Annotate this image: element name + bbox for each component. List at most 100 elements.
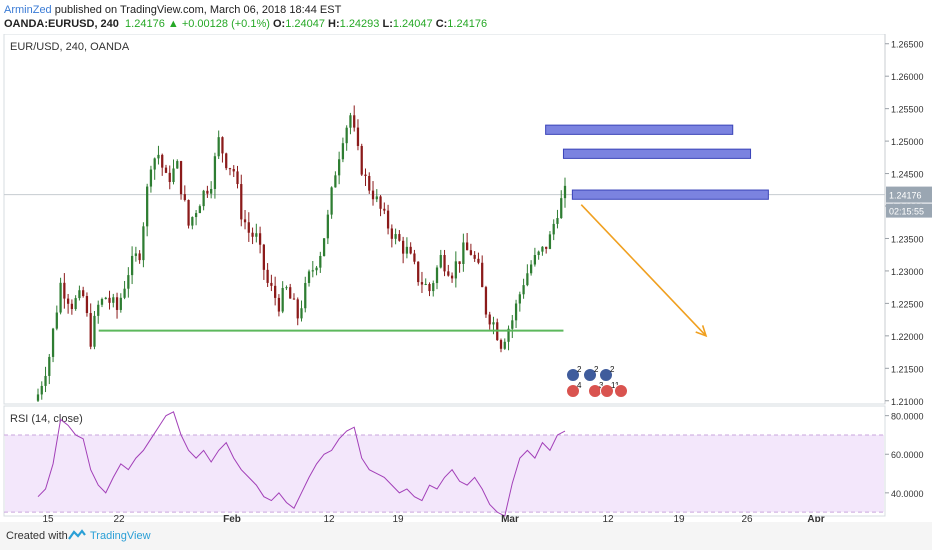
candle-body (123, 288, 126, 298)
event-flag-icon (614, 384, 628, 398)
price-tick-label: 1.22500 (891, 299, 924, 309)
candle-body (198, 206, 201, 214)
time-tick-label: Apr (807, 514, 824, 522)
candle-body (108, 297, 111, 303)
high-label: H: (328, 18, 340, 30)
candle-body (97, 304, 100, 316)
candle-body (89, 313, 92, 347)
event-flag-icon (583, 368, 597, 382)
price-tick-label: 1.24500 (891, 170, 924, 180)
event-flag-icon (599, 368, 613, 382)
candle-body (477, 258, 480, 263)
candle-body (134, 253, 138, 256)
candle-body (394, 234, 397, 239)
candle-body (104, 297, 107, 299)
high-value: 1.24293 (339, 18, 380, 30)
candle-body (292, 298, 296, 300)
candle-body (386, 210, 390, 229)
candle-body (330, 187, 333, 215)
event-flag-icon (600, 384, 614, 398)
candle-body (349, 115, 352, 128)
candle-body (194, 213, 198, 218)
footer-bar: Created with TradingView (0, 522, 932, 550)
candle-body (146, 186, 149, 227)
candle-body (345, 127, 348, 144)
created-with-label: Created with (6, 530, 68, 542)
candle-body (443, 255, 446, 272)
countdown-badge (886, 203, 932, 218)
candle-body (172, 168, 175, 183)
event-count-label: 2 (610, 365, 615, 374)
chart-title: EUR/USD, 240, OANDA (10, 41, 130, 53)
close-value: 1.24176 (447, 18, 488, 30)
candle-body (503, 341, 506, 349)
forecast-arrow-shaft (580, 204, 707, 337)
candle-body (492, 322, 495, 325)
candle-body (556, 218, 559, 224)
candle-body (552, 223, 555, 235)
event-badges[interactable]: 2 2 2 4 3 11 (566, 365, 628, 398)
candle-body (533, 255, 537, 265)
candle-body (153, 158, 156, 170)
candle-body (465, 242, 469, 251)
forecast-arrow-head (695, 325, 708, 338)
event-flag-icon (566, 368, 580, 382)
candle-body (59, 282, 62, 313)
candle-body (270, 282, 273, 286)
candle-body (304, 282, 307, 309)
candle-body (447, 271, 450, 276)
candle-body (454, 261, 457, 279)
publish-line: ArminZed published on TradingView.com, M… (4, 4, 341, 16)
candle-body (334, 175, 337, 188)
event-count-label: 3 (599, 381, 604, 390)
price-tick-label: 1.25500 (891, 105, 924, 115)
price-axis[interactable]: 1.265001.260001.255001.250001.245001.240… (884, 34, 932, 407)
drawing-annotations[interactable] (98, 124, 769, 338)
candle-body (112, 297, 115, 303)
rsi-axis[interactable]: 80.0000 60.0000 40.0000 (885, 412, 924, 499)
price-pane[interactable] (3, 34, 886, 405)
candle-body (383, 208, 386, 211)
candle-body (149, 169, 153, 187)
candle-body (371, 190, 375, 200)
candle-body (409, 246, 412, 254)
candle-body (364, 174, 367, 176)
candle-body (526, 273, 529, 286)
time-axis[interactable]: 15 22 Feb 12 19 Mar 12 19 26 Apr (42, 514, 824, 522)
candle-body (236, 171, 239, 185)
candle-body (462, 242, 465, 264)
candle-body (232, 169, 235, 172)
candle-body (74, 298, 77, 310)
candle-body (285, 287, 288, 289)
candle-body (93, 315, 96, 347)
tradingview-brand-link[interactable]: TradingView (90, 530, 151, 542)
time-tick-label: 12 (323, 514, 335, 522)
last-price-badge-label: 1.24176 (889, 191, 922, 201)
candle-body (307, 271, 311, 283)
candle-body (458, 261, 461, 264)
time-tick-label: Feb (223, 514, 241, 522)
candle-body (413, 253, 416, 262)
candle-body (191, 217, 194, 226)
candle-body (541, 246, 544, 252)
countdown-label: 02:15:55 (889, 207, 924, 217)
candle-body (130, 255, 134, 276)
author-link[interactable]: ArminZed (4, 4, 52, 16)
candle-body (405, 246, 409, 254)
change-value: +0.00128 (+0.1%) (181, 18, 270, 30)
chart-canvas[interactable]: EUR/USD, 240, OANDA RSI (14, close) 2 2 24… (0, 34, 932, 522)
candle-body (66, 298, 70, 304)
candle-body (289, 287, 292, 299)
rsi-line-series (37, 411, 566, 517)
chart-header: ArminZed published on TradingView.com, M… (0, 0, 932, 34)
candle-body (70, 303, 74, 310)
event-count-label: 4 (577, 381, 582, 390)
candle-body (390, 228, 393, 239)
price-tick-label: 1.23000 (891, 267, 924, 277)
candle-body (469, 250, 473, 255)
candle-body (563, 185, 567, 199)
candle-body (179, 161, 183, 195)
candle-body (529, 264, 533, 274)
candle-body (356, 127, 360, 146)
price-tick-label: 1.21000 (891, 397, 924, 407)
